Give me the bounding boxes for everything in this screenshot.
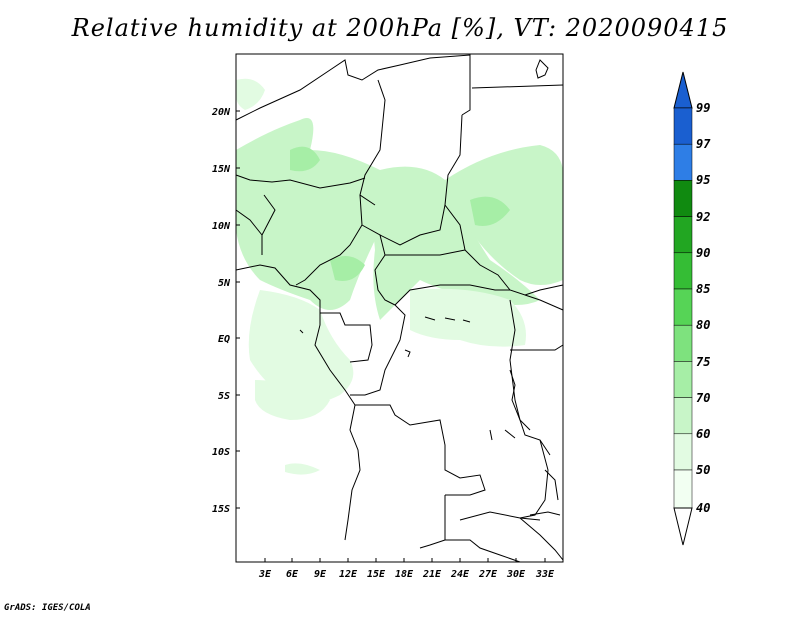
shade-west-africa — [236, 118, 385, 310]
colorbar-label: 97 — [696, 137, 711, 151]
shade-spot-d — [285, 463, 320, 475]
colorbar-box — [673, 216, 693, 254]
colorbar-top-arrow — [673, 71, 693, 109]
longitude-axis: 3E 6E 9E 12E 15E 18E 21E 24E 27E 30E 33E — [258, 558, 555, 580]
lon-label: 21E — [422, 569, 442, 580]
lon-label: 18E — [395, 569, 414, 580]
colorbar-label: 90 — [696, 246, 710, 260]
colorbar-label: 75 — [696, 355, 710, 369]
shade-southwest — [255, 380, 330, 420]
latitude-axis: 20N 15N 10N 5N EQ 5S 10S 15S — [211, 107, 240, 515]
colorbar-bottom-arrow — [673, 507, 693, 546]
humidity-shading — [236, 78, 563, 475]
lon-label: 3E — [258, 569, 272, 580]
colorbar-label: 85 — [696, 282, 710, 296]
lat-label: 15S — [212, 504, 230, 515]
lat-label: 5N — [218, 278, 231, 289]
lon-label: 9E — [314, 569, 327, 580]
shade-spot-b — [330, 256, 365, 281]
lon-label: 30E — [506, 569, 526, 580]
colorbar-box — [673, 324, 693, 362]
colorbar-label: 70 — [696, 391, 710, 405]
lon-label: 24E — [450, 569, 470, 580]
lat-label: 10N — [212, 221, 231, 232]
shade-congo-east — [410, 288, 526, 347]
lat-label: 10S — [212, 447, 230, 458]
colorbar-label: 80 — [696, 318, 710, 332]
colorbar-label: 40 — [696, 501, 710, 515]
shade-congo-west — [248, 290, 354, 404]
country-boundaries — [235, 54, 564, 563]
shade-spot-c — [470, 196, 510, 226]
colorbar-label: 60 — [696, 427, 710, 441]
lat-label: EQ — [218, 334, 230, 345]
lat-label: 5S — [218, 391, 230, 402]
colorbar-box — [673, 107, 693, 145]
colorbar-box — [673, 252, 693, 290]
lon-label: 33E — [535, 569, 555, 580]
colorbar-box — [673, 433, 693, 471]
colorbar-label: 95 — [696, 173, 710, 187]
colorbar-label: 99 — [696, 101, 710, 115]
lon-label: 15E — [367, 569, 386, 580]
shade-north-strip — [236, 78, 265, 110]
colorbar-box — [673, 469, 693, 509]
shade-central — [373, 166, 540, 320]
colorbar-label: 92 — [696, 210, 710, 224]
colorbar-box — [673, 143, 693, 181]
shade-spot-a — [290, 146, 320, 172]
lat-label: 20N — [211, 107, 231, 118]
map-frame — [235, 53, 564, 563]
colorbar-box — [673, 397, 693, 435]
lon-label: 12E — [339, 569, 358, 580]
lat-label: 15N — [212, 164, 231, 175]
map-title: Relative humidity at 200hPa [%], VT: 202… — [71, 14, 729, 42]
colorbar: 99 97 95 92 90 85 80 75 70 60 50 40 — [673, 71, 711, 546]
lon-label: 27E — [478, 569, 498, 580]
lon-label: 6E — [286, 569, 299, 580]
grads-credit: GrADS: IGES/COLA — [4, 603, 91, 613]
colorbar-box — [673, 361, 693, 398]
colorbar-label: 50 — [696, 463, 710, 477]
colorbar-box — [673, 288, 693, 326]
colorbar-box — [673, 180, 693, 217]
